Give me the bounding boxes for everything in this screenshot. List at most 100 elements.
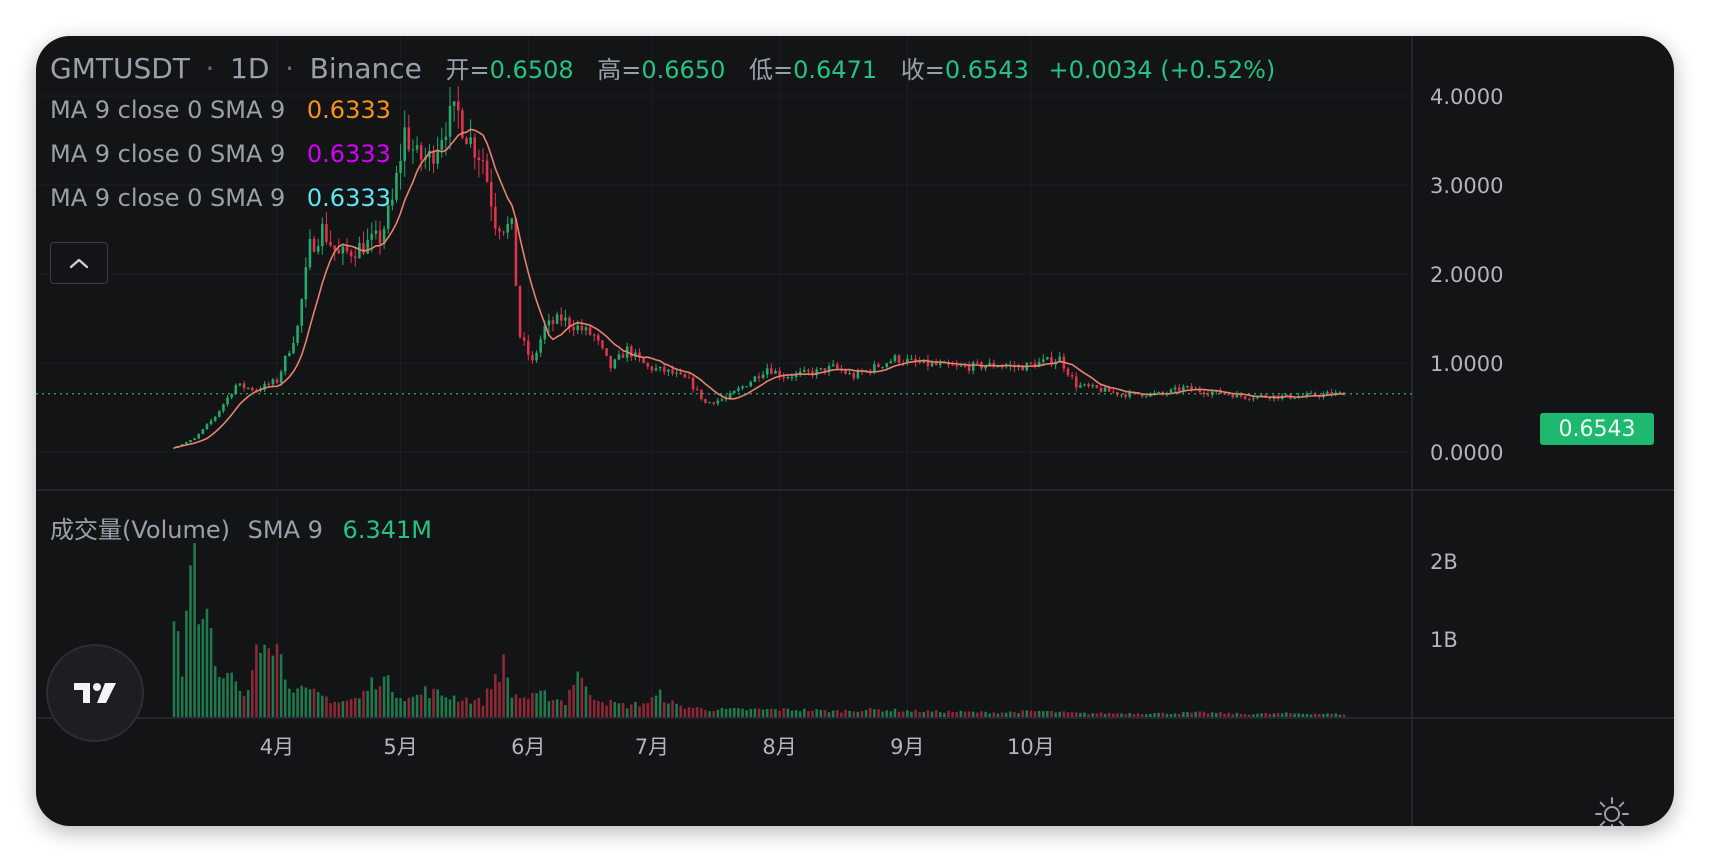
volume-bar	[638, 706, 641, 717]
volume-bar	[304, 687, 308, 717]
volume-label: 成交量(Volume)	[50, 516, 230, 544]
volume-bar	[1256, 713, 1259, 717]
candle-body	[737, 388, 740, 391]
volume-bar	[1136, 713, 1140, 717]
volume-bar	[877, 709, 880, 717]
indicator-label: MA 9 close 0 SMA 9	[50, 96, 286, 124]
volume-bar	[551, 700, 555, 717]
tradingview-logo-button[interactable]	[46, 644, 144, 742]
candle-body	[316, 246, 320, 252]
candle-body	[1041, 359, 1045, 362]
volume-bar	[1120, 713, 1123, 717]
candle-body	[1070, 375, 1074, 377]
candle-body	[201, 429, 205, 434]
candle-body	[1182, 386, 1185, 391]
candle-body	[1124, 394, 1127, 397]
volume-bar	[325, 696, 328, 717]
volume-bar	[213, 666, 217, 717]
volume-bar	[613, 702, 617, 717]
volume-bar	[411, 696, 415, 717]
indicator-row-1[interactable]: MA 9 close 0 SMA 9 0.6333	[50, 96, 391, 124]
candle-body	[770, 368, 773, 374]
candle-body	[617, 354, 621, 360]
candle-body	[263, 383, 266, 390]
candle-body	[551, 320, 555, 324]
candle-body	[522, 337, 526, 341]
candle-body	[1227, 393, 1230, 395]
volume-bar	[436, 689, 439, 717]
volume-bar	[1169, 714, 1173, 717]
volume-bar	[333, 701, 336, 717]
candle-body	[662, 366, 666, 372]
volume-bar	[1322, 713, 1325, 717]
candle-body	[1074, 376, 1078, 388]
candle-body	[1107, 387, 1111, 392]
volume-bar	[419, 694, 423, 717]
volume-bar	[770, 708, 773, 717]
candle-body	[485, 160, 489, 182]
volume-bar	[794, 710, 798, 717]
candle-body	[630, 346, 633, 357]
candle-body	[951, 364, 954, 366]
candle-body	[988, 362, 991, 367]
volume-bar	[1070, 712, 1074, 717]
candle-body	[539, 339, 542, 353]
candle-body	[930, 362, 934, 367]
volume-bar	[1087, 714, 1090, 717]
candle-body	[597, 335, 600, 341]
settings-button[interactable]	[1592, 794, 1632, 826]
candle-body	[798, 371, 802, 374]
candle-body	[613, 359, 617, 369]
candle-body	[803, 369, 806, 372]
volume-bar	[267, 648, 271, 717]
volume-bar	[271, 655, 275, 717]
candle-body	[1087, 384, 1090, 387]
volume-bar	[720, 707, 724, 717]
candle-body	[543, 325, 547, 340]
volume-bar	[1182, 712, 1185, 717]
volume-bar	[1025, 710, 1029, 717]
candle-body	[440, 140, 444, 150]
volume-bar	[1235, 712, 1239, 717]
volume-bar	[840, 712, 843, 717]
interval-label[interactable]: 1D	[230, 52, 270, 85]
volume-bar	[1074, 712, 1078, 717]
volume-bar	[774, 709, 777, 717]
candle-body	[1058, 356, 1062, 362]
volume-bar	[753, 708, 757, 717]
volume-bar	[1095, 713, 1099, 717]
candle-body	[1186, 386, 1189, 388]
candle-body	[642, 357, 645, 364]
volume-bar	[1330, 713, 1333, 717]
indicator-row-2[interactable]: MA 9 close 0 SMA 9 0.6333	[50, 140, 391, 168]
volume-bar	[778, 710, 781, 717]
volume-legend[interactable]: 成交量(Volume) SMA 9 6.341M	[50, 510, 432, 545]
volume-bar	[852, 711, 856, 717]
volume-bar	[980, 711, 983, 717]
volume-bar	[868, 707, 872, 717]
close-label: 收=	[900, 56, 945, 84]
volume-bar	[382, 676, 386, 717]
candle-body	[374, 230, 378, 234]
volume-bar	[601, 702, 604, 717]
volume-bar	[370, 677, 374, 717]
candle-body	[452, 101, 456, 106]
indicator-row-3[interactable]: MA 9 close 0 SMA 9 0.6333	[50, 184, 391, 212]
candle-body	[399, 160, 402, 173]
candle-body	[432, 150, 435, 164]
volume-bar	[1190, 712, 1193, 717]
candle-body	[720, 399, 724, 401]
volume-bar	[737, 708, 740, 717]
collapse-legend-button[interactable]	[50, 242, 108, 284]
volume-bar	[592, 699, 596, 717]
volume-bar	[1099, 712, 1103, 717]
chart-canvas[interactable]: 4.0000 3.0000 2.0000 1.0000 0.0000 2B 1B 4月 5月 6月…	[36, 36, 1674, 826]
volume-bar	[605, 705, 608, 717]
candle-body	[456, 101, 460, 111]
volume-bar	[452, 695, 456, 717]
volume-bar	[1091, 713, 1094, 717]
candle-body	[786, 377, 790, 379]
volume-bar	[1124, 714, 1127, 717]
volume-bar	[724, 708, 728, 717]
symbol-name[interactable]: GMTUSDT	[50, 52, 190, 85]
